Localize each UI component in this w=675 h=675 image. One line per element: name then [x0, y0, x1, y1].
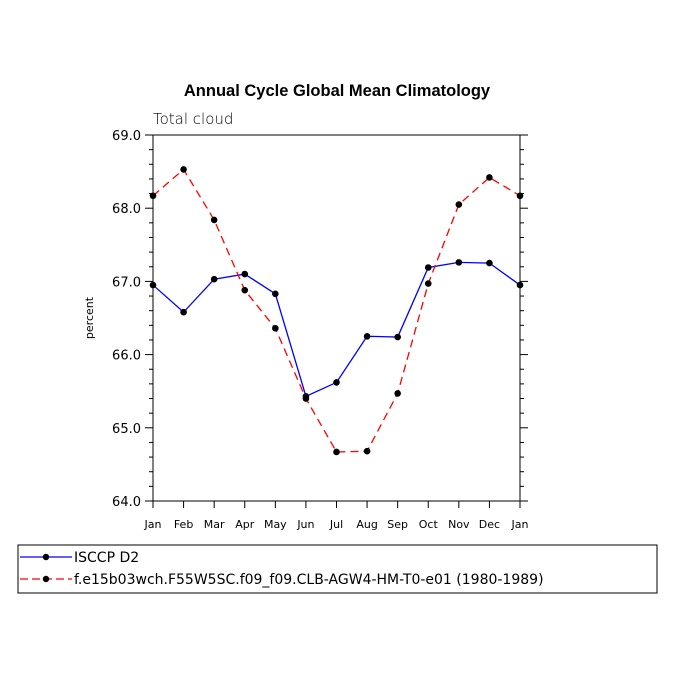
data-point-1	[302, 395, 310, 402]
x-tick-label: Feb	[174, 518, 193, 531]
data-point-1	[394, 390, 401, 397]
data-point-1	[516, 192, 524, 200]
data-point-1	[210, 216, 218, 224]
data-point-0	[180, 308, 187, 316]
chart-title: Annual Cycle Global Mean Climatology	[184, 82, 491, 100]
data-point-0	[149, 281, 157, 289]
x-tick-label: Dec	[479, 518, 500, 531]
y-tick-label: 65.0	[112, 422, 141, 437]
y-tick-label: 64.0	[112, 495, 141, 510]
x-tick-label: Jan	[144, 518, 162, 531]
x-tick-label: Aug	[356, 518, 377, 531]
data-point-1	[455, 201, 463, 208]
data-point-1	[241, 286, 249, 294]
legend-entry-model: f.e15b03wch.F55W5SC.f09_f09.CLB-AGW4-HM-…	[20, 572, 544, 588]
x-tick-label: Mar	[204, 518, 225, 531]
data-point-0	[272, 290, 279, 298]
x-tick-label: Apr	[235, 518, 255, 531]
data-point-0	[241, 270, 249, 278]
data-point-0	[516, 281, 524, 289]
data-point-1	[272, 324, 279, 332]
data-point-0	[333, 379, 340, 386]
data-point-1	[180, 166, 187, 173]
legend-marker-isccp	[42, 553, 50, 561]
y-tick-label: 68.0	[112, 202, 141, 217]
x-tick-label: Jul	[329, 518, 343, 531]
y-tick-label: 66.0	[112, 349, 141, 364]
legend-marker-model	[42, 575, 50, 583]
series-line-0	[152, 261, 521, 398]
series-line-1	[152, 168, 521, 453]
plot-frame	[152, 134, 521, 502]
chart-subtitle: Total cloud	[153, 110, 233, 128]
data-point-0	[486, 259, 493, 267]
x-tick-label: Jun	[296, 518, 314, 531]
data-point-0	[210, 275, 218, 283]
y-tick-label: 69.0	[112, 129, 141, 144]
data-point-1	[424, 280, 432, 287]
x-tick-label: May	[264, 518, 287, 531]
legend-box	[17, 544, 658, 594]
y-tick-label: 67.0	[112, 275, 141, 290]
data-point-0	[394, 333, 401, 341]
data-point-0	[455, 259, 463, 266]
data-point-1	[486, 174, 493, 181]
data-point-0	[363, 333, 371, 340]
x-tick-label: Oct	[419, 518, 439, 531]
data-point-1	[333, 448, 340, 456]
legend-label-model: f.e15b03wch.F55W5SC.f09_f09.CLB-AGW4-HM-…	[74, 572, 544, 588]
data-point-0	[424, 264, 432, 271]
x-tick-label: Sep	[387, 518, 408, 531]
x-tick-label: Jan	[511, 518, 529, 531]
y-axis-label: percent	[83, 296, 96, 339]
legend-entry-isccp: ISCCP D2	[20, 550, 139, 566]
data-point-1	[149, 192, 157, 200]
legend-label-isccp: ISCCP D2	[74, 550, 139, 566]
x-tick-label: Nov	[448, 518, 470, 531]
data-point-1	[363, 447, 371, 455]
